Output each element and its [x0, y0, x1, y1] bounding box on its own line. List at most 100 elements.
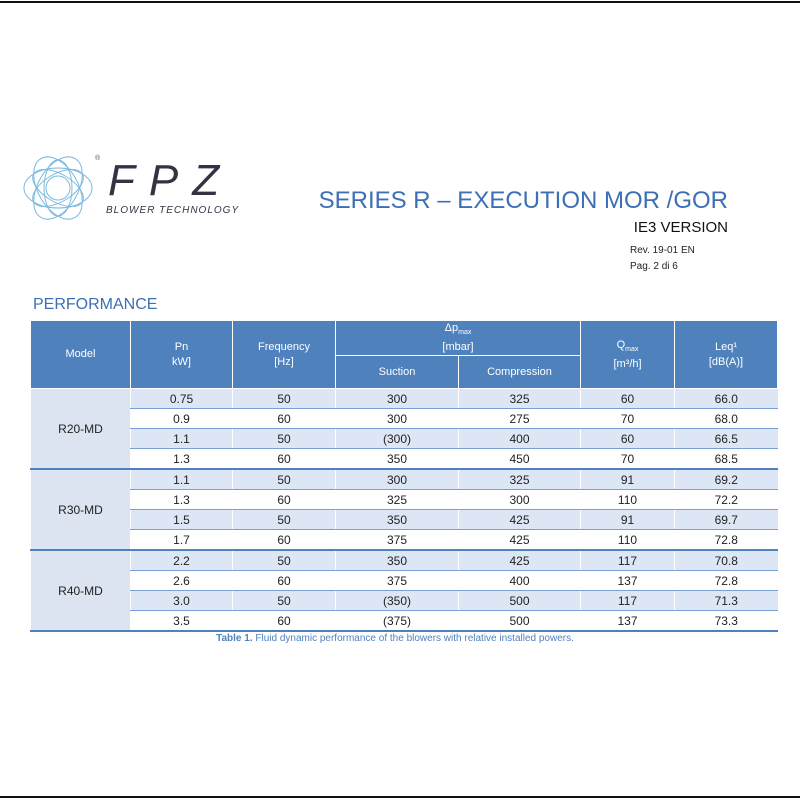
- header-cell: Model: [30, 319, 131, 390]
- table-cell: 3.0: [130, 590, 233, 612]
- table-cell: 1.1: [130, 428, 233, 450]
- table-cell: 500: [458, 590, 581, 612]
- table-cell: 70: [580, 448, 675, 471]
- section-title: PERFORMANCE: [33, 296, 158, 313]
- table-row: 1.3 60 350 450 70 68.5: [30, 448, 778, 471]
- table-cell: 500: [458, 610, 581, 633]
- header-text: Q: [616, 338, 626, 351]
- table-cell: 350: [335, 509, 459, 531]
- table-cell: 69.7: [674, 509, 778, 531]
- header-text: Pn: [174, 340, 189, 353]
- table-cell: 325: [458, 388, 581, 410]
- title: SERIES R – EXECUTION MOR /GOR: [318, 187, 728, 214]
- table-cell: 300: [335, 469, 459, 491]
- caption: Table 1. Fluid dynamic performance of th…: [0, 633, 790, 644]
- header-line: Qmax: [581, 338, 674, 357]
- header-cell: Suction: [335, 355, 459, 390]
- table-cell: 375: [335, 570, 459, 592]
- model-cell: R20-MD: [30, 388, 131, 471]
- header-sub: max: [458, 329, 472, 337]
- table-row: 1.1 50 (300) 400 60 66.5: [30, 428, 778, 450]
- table-cell: 60: [232, 610, 336, 633]
- table-row: 3.5 60 (375) 500 137 73.3: [30, 610, 778, 633]
- table-cell: 137: [580, 570, 675, 592]
- table-cell: 425: [458, 509, 581, 531]
- header-unit: [Hz]: [274, 355, 294, 368]
- table-cell: 91: [580, 469, 675, 491]
- table-cell: 60: [232, 529, 336, 552]
- table-cell: 300: [458, 489, 581, 511]
- table-cell: 50: [232, 550, 336, 572]
- model-cell: R40-MD: [30, 550, 131, 633]
- table-cell: 60: [232, 408, 336, 430]
- table-cell: 137: [580, 610, 675, 633]
- table-cell: 425: [458, 529, 581, 552]
- table-cell: 60: [232, 570, 336, 592]
- table-cell: 50: [232, 388, 336, 410]
- table-row: 3.0 50 (350) 500 117 71.3: [30, 590, 778, 612]
- table-cell: 72.8: [674, 570, 778, 592]
- table-cell: 3.5: [130, 610, 233, 633]
- table-cell: 350: [335, 448, 459, 471]
- header-cell: Leq¹ [dB(A)]: [674, 319, 778, 390]
- table-cell: 375: [335, 529, 459, 552]
- version: IE3 VERSION: [633, 219, 728, 236]
- caption-label: Table 1.: [216, 633, 253, 644]
- logo-name: FPZ: [108, 156, 233, 205]
- table-cell: 60: [580, 388, 675, 410]
- header-unit: [mbar]: [442, 341, 474, 354]
- table-cell: 400: [458, 570, 581, 592]
- table-cell: 110: [580, 489, 675, 511]
- header-unit: kW]: [172, 355, 191, 368]
- header-cell: Frequency [Hz]: [232, 319, 336, 390]
- header-line: Pn: [131, 340, 232, 355]
- table-row: 1.5 50 350 425 91 69.7: [30, 509, 778, 531]
- header-line: Δpmax: [336, 321, 580, 340]
- table-cell: 1.3: [130, 489, 233, 511]
- table-cell: 450: [458, 448, 581, 471]
- page-number: Pag. 2 di 6: [630, 261, 678, 272]
- revision: Rev. 19-01 EN: [630, 245, 695, 256]
- table-cell: 72.2: [674, 489, 778, 511]
- header-line: Leq¹: [675, 340, 777, 355]
- table-cell: 70.8: [674, 550, 778, 572]
- header-unit: [m³/h]: [613, 357, 642, 370]
- logo-tagline: BLOWER TECHNOLOGY: [106, 205, 239, 216]
- header-text: Frequency: [258, 340, 310, 353]
- table-body: R20-MD 0.75 50 300 325 60 66.0 0.9 60 300 275 70 68.…: [30, 388, 778, 633]
- table-cell: 1.5: [130, 509, 233, 531]
- table-cell: 2.6: [130, 570, 233, 592]
- table-cell: 275: [458, 408, 581, 430]
- header-row: Model Pn kW] Frequency [Hz] Δpmax [mbar] Qmax [m…: [30, 319, 778, 390]
- table-row: R40-MD 2.2 50 350 425 117 70.8: [30, 550, 778, 633]
- header-cell: Pn kW]: [130, 319, 233, 390]
- table-cell: 400: [458, 428, 581, 450]
- table-cell: 66.0: [674, 388, 778, 410]
- table-cell: 60: [580, 428, 675, 450]
- table-cell: 71.3: [674, 590, 778, 612]
- table-cell: 72.8: [674, 529, 778, 552]
- table-cell: 70: [580, 408, 675, 430]
- header-text: Δp: [444, 322, 459, 334]
- model-cell: R30-MD: [30, 469, 131, 552]
- table-cell: 50: [232, 469, 336, 491]
- table-cell: 66.5: [674, 428, 778, 450]
- table-cell: 50: [232, 590, 336, 612]
- header-text: Leq¹: [714, 340, 738, 353]
- table-cell: 1.3: [130, 448, 233, 471]
- table-cell: (375): [335, 610, 459, 633]
- table-cell: 68.0: [674, 408, 778, 430]
- table-cell: 50: [232, 509, 336, 531]
- table-row: 1.7 60 375 425 110 72.8: [30, 529, 778, 552]
- top-rule: [0, 1, 800, 3]
- table-cell: 91: [580, 509, 675, 531]
- table-cell: 425: [458, 550, 581, 572]
- header-sub: max: [625, 345, 639, 353]
- table-cell: 117: [580, 550, 675, 572]
- header-row: Suction Compression: [31, 355, 778, 390]
- header-cell: Δpmax [mbar]: [335, 319, 581, 357]
- table-row: 1.3 60 325 300 110 72.2: [30, 489, 778, 511]
- table-cell: 50: [232, 428, 336, 450]
- logo: ® FPZ BLOWER TECHNOLOGY: [23, 154, 239, 220]
